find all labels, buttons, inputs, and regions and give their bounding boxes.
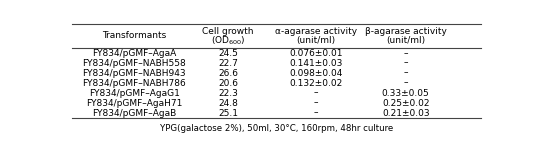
Text: 25.1: 25.1	[218, 109, 238, 118]
Text: 26.6: 26.6	[218, 69, 238, 78]
Text: FY834/pGMF–AgaG1: FY834/pGMF–AgaG1	[89, 88, 179, 97]
Text: –: –	[404, 69, 408, 78]
Text: 22.7: 22.7	[218, 59, 238, 68]
Text: Cell growth: Cell growth	[203, 27, 254, 36]
Text: FY834/pGMF–NABH943: FY834/pGMF–NABH943	[82, 69, 186, 78]
Text: 0.25±0.02: 0.25±0.02	[382, 99, 430, 108]
Text: FY834/pGMF–AgaA: FY834/pGMF–AgaA	[92, 49, 176, 58]
Text: 0.098±0.04: 0.098±0.04	[289, 69, 343, 78]
Text: (unit/ml): (unit/ml)	[386, 36, 425, 45]
Text: (unit/ml): (unit/ml)	[296, 36, 335, 45]
Text: FY834/pGMF–AgaH71: FY834/pGMF–AgaH71	[86, 99, 182, 108]
Text: (OD$_{600}$): (OD$_{600}$)	[211, 35, 245, 47]
Text: 0.141±0.03: 0.141±0.03	[289, 59, 343, 68]
Text: α-agarase activity: α-agarase activity	[275, 27, 357, 36]
Text: –: –	[314, 109, 318, 118]
Text: Transformants: Transformants	[102, 31, 167, 40]
Text: 22.3: 22.3	[218, 88, 238, 97]
Text: –: –	[314, 88, 318, 97]
Text: FY834/pGMF–NABH558: FY834/pGMF–NABH558	[82, 59, 186, 68]
Text: FY834/pGMF–NABH786: FY834/pGMF–NABH786	[82, 79, 186, 88]
Text: 0.132±0.02: 0.132±0.02	[289, 79, 343, 88]
Text: –: –	[314, 99, 318, 108]
Text: 24.5: 24.5	[218, 49, 238, 58]
Text: 20.6: 20.6	[218, 79, 238, 88]
Text: β-agarase activity: β-agarase activity	[365, 27, 447, 36]
Text: FY834/pGMF–AgaB: FY834/pGMF–AgaB	[92, 109, 176, 118]
Text: –: –	[404, 59, 408, 68]
Text: 24.8: 24.8	[218, 99, 238, 108]
Text: 0.33±0.05: 0.33±0.05	[382, 88, 430, 97]
Text: –: –	[404, 79, 408, 88]
Text: 0.076±0.01: 0.076±0.01	[289, 49, 343, 58]
Text: YPG(galactose 2%), 50ml, 30°C, 160rpm, 48hr culture: YPG(galactose 2%), 50ml, 30°C, 160rpm, 4…	[160, 125, 393, 134]
Text: –: –	[404, 49, 408, 58]
Text: 0.21±0.03: 0.21±0.03	[382, 109, 430, 118]
